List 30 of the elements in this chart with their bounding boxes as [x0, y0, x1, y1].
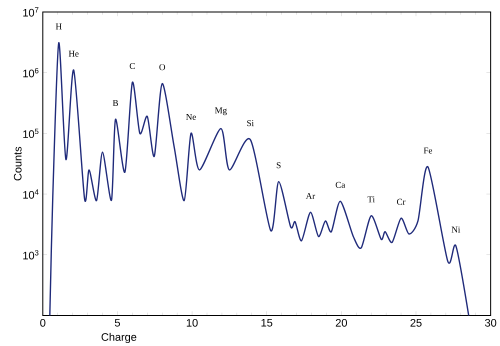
annotation: S: [276, 162, 281, 168]
annotation: He: [68, 50, 79, 57]
annotation: Mg: [214, 107, 227, 115]
annotation: Ca: [336, 182, 346, 188]
y-tick-label: 10$^{4}$: [23, 189, 39, 199]
annotation: Cr: [396, 198, 406, 205]
annotation: H: [56, 23, 62, 30]
x-axis-title: Charge: [102, 332, 136, 343]
annotation: Si: [247, 120, 254, 126]
annotation: Fe: [424, 147, 432, 154]
annotation: O: [159, 64, 166, 70]
annotation: Ar: [306, 192, 316, 199]
y-tick-label: 10$^{6}$: [23, 68, 38, 78]
x-tick-label: 25: [410, 318, 422, 327]
x-tick-label: 5: [114, 318, 120, 326]
annotation: Ti: [368, 196, 375, 202]
y-tick-label: 10$^{5}$: [23, 128, 38, 138]
x-tick-label: 0: [40, 318, 46, 327]
x-tick-label: 15: [261, 318, 272, 326]
annotation: Ne: [186, 114, 196, 120]
line-series: [49, 42, 470, 316]
x-tick-label: 30: [484, 318, 496, 327]
y-tick-label: 10$^{3}$: [23, 250, 38, 260]
annotation: B: [112, 100, 118, 106]
y-axis-title: Counts: [14, 146, 22, 180]
y-tick-label: 10$^{7}$: [23, 7, 38, 16]
annotation: Ni: [452, 226, 460, 232]
x-tick-label: 20: [336, 318, 347, 327]
annotation: C: [130, 62, 135, 69]
x-tick-label: 10: [186, 318, 198, 327]
